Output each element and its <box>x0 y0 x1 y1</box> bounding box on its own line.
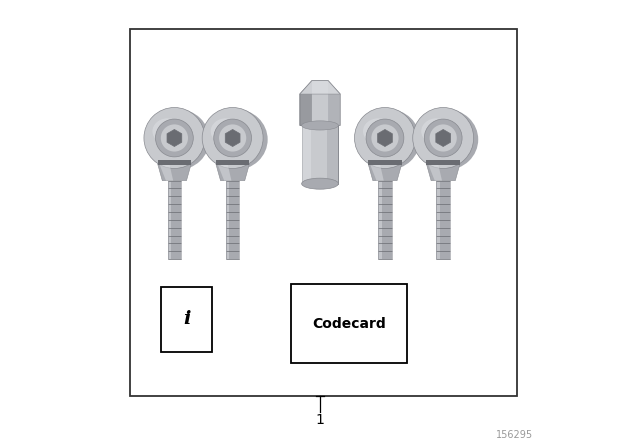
Text: 1: 1 <box>316 413 324 427</box>
Bar <box>368 159 402 165</box>
Ellipse shape <box>356 109 420 170</box>
Polygon shape <box>428 164 442 181</box>
Bar <box>161 287 212 352</box>
Bar <box>378 181 381 259</box>
Circle shape <box>424 119 462 157</box>
Polygon shape <box>368 164 402 181</box>
Bar <box>168 181 181 259</box>
Polygon shape <box>225 129 240 146</box>
Polygon shape <box>300 81 312 125</box>
Polygon shape <box>328 81 340 125</box>
Circle shape <box>144 108 205 168</box>
Bar <box>426 159 460 165</box>
Bar <box>436 181 450 259</box>
Circle shape <box>371 125 399 151</box>
Ellipse shape <box>152 118 183 144</box>
Bar <box>327 125 339 184</box>
Bar <box>216 159 250 165</box>
Circle shape <box>202 108 263 168</box>
Circle shape <box>161 125 188 151</box>
Polygon shape <box>436 129 451 146</box>
Bar <box>168 181 181 259</box>
Polygon shape <box>426 164 460 181</box>
Ellipse shape <box>301 178 339 189</box>
Bar <box>378 181 392 259</box>
Polygon shape <box>218 164 232 181</box>
Circle shape <box>156 119 193 157</box>
Polygon shape <box>216 164 250 181</box>
Polygon shape <box>157 164 191 181</box>
Circle shape <box>355 108 415 168</box>
Polygon shape <box>370 164 384 181</box>
Bar <box>226 181 239 259</box>
Ellipse shape <box>145 109 209 170</box>
Polygon shape <box>300 84 310 125</box>
Bar <box>130 29 517 396</box>
Circle shape <box>214 119 252 157</box>
Bar <box>291 284 408 363</box>
Circle shape <box>429 125 457 151</box>
Bar <box>226 181 239 259</box>
Circle shape <box>366 119 404 157</box>
Circle shape <box>219 125 246 151</box>
Ellipse shape <box>301 121 339 130</box>
Bar <box>168 181 171 259</box>
Text: i: i <box>183 310 191 328</box>
Bar <box>301 125 311 184</box>
Bar <box>226 181 229 259</box>
Polygon shape <box>167 129 182 146</box>
Ellipse shape <box>204 109 268 170</box>
Circle shape <box>413 108 474 168</box>
Text: 156295: 156295 <box>495 430 533 440</box>
Polygon shape <box>300 81 340 125</box>
Bar <box>378 181 392 259</box>
Polygon shape <box>159 164 173 181</box>
Ellipse shape <box>421 118 452 144</box>
Polygon shape <box>378 129 392 146</box>
Ellipse shape <box>363 118 394 144</box>
Bar <box>436 181 440 259</box>
Bar <box>157 159 191 165</box>
Ellipse shape <box>414 109 478 170</box>
Ellipse shape <box>211 118 241 144</box>
Polygon shape <box>300 81 340 94</box>
Text: Codecard: Codecard <box>312 317 386 331</box>
Bar <box>301 125 339 184</box>
Bar <box>436 181 450 259</box>
